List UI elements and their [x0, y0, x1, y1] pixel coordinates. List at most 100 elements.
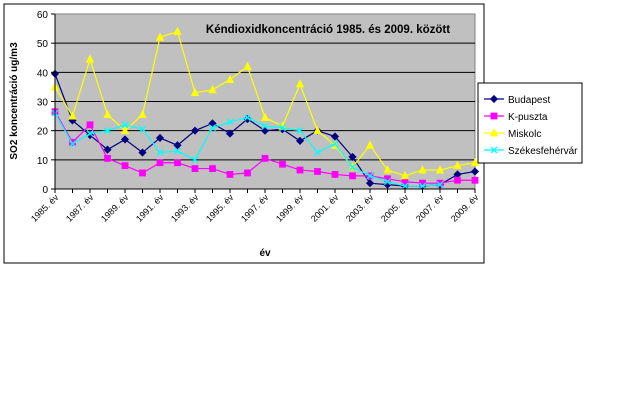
legend-label: Székesfehérvár [508, 146, 578, 157]
data-point-marker [349, 172, 356, 180]
data-point-marker [120, 125, 130, 135]
data-point-marker [330, 132, 340, 141]
y-tick-label: 50 [37, 39, 49, 50]
data-point-marker [173, 26, 182, 35]
data-point-marker [244, 114, 251, 122]
marker-stroke [331, 140, 339, 148]
data-point-marker [244, 169, 251, 177]
data-point-marker [138, 148, 147, 157]
data-point-marker [103, 145, 112, 154]
series-miskolc [50, 26, 480, 180]
chart-title: Kéndioxidkoncentráció 1985. és 2009. köz… [206, 24, 450, 36]
marker-stroke [69, 140, 76, 148]
data-point-marker [489, 128, 499, 137]
legend-entry-miskolc: Miskolc [484, 128, 541, 140]
marker-stroke [401, 182, 409, 190]
data-point-marker [279, 124, 286, 132]
marker-stroke [191, 156, 199, 164]
data-point-marker [454, 176, 461, 184]
data-point-marker [243, 61, 252, 70]
data-point-marker [174, 147, 181, 155]
data-point-marker [365, 140, 375, 149]
marker-stroke [226, 118, 234, 126]
data-point-marker [470, 167, 480, 176]
data-point-marker [313, 125, 322, 135]
data-point-marker [295, 79, 305, 88]
data-point-marker [225, 129, 235, 138]
marker-stroke [244, 114, 251, 122]
data-point-marker [331, 140, 339, 148]
data-point-marker [331, 171, 339, 178]
data-point-marker [139, 169, 146, 177]
y-tick-label: 40 [37, 68, 49, 79]
data-point-marker [401, 182, 409, 190]
data-point-marker [226, 171, 234, 178]
data-point-marker [156, 159, 164, 167]
data-point-marker [208, 84, 217, 94]
data-point-marker [190, 87, 200, 97]
data-point-marker [261, 122, 269, 130]
data-point-marker [419, 182, 426, 190]
data-point-marker [436, 179, 444, 187]
data-point-marker [191, 156, 199, 164]
data-point-marker [349, 163, 356, 171]
y-tick-label: 30 [37, 98, 49, 109]
marker-stroke [384, 178, 391, 186]
legend-entry-sz-kesfeh-rv-r: Székesfehérvár [484, 146, 578, 157]
data-point-marker [69, 140, 76, 148]
marker-stroke [261, 122, 269, 130]
marker-stroke [436, 181, 444, 189]
marker-stroke [139, 125, 146, 133]
data-point-marker [174, 159, 181, 167]
marker-stroke [174, 147, 181, 155]
data-point-marker [155, 133, 165, 143]
data-point-marker [104, 154, 111, 162]
y-axis-title: SO2 koncentráció ug/m3 [9, 42, 20, 160]
data-point-marker [400, 170, 410, 180]
data-point-marker [86, 121, 94, 129]
marker-stroke [314, 149, 321, 157]
data-point-marker [209, 124, 216, 132]
data-point-marker [418, 165, 427, 174]
data-point-marker [435, 165, 445, 174]
data-point-marker [86, 130, 94, 138]
data-point-marker [489, 94, 499, 104]
data-point-marker [68, 111, 77, 120]
data-point-marker [436, 181, 444, 189]
marker-stroke [104, 127, 111, 135]
data-point-marker [104, 127, 111, 135]
marker-stroke [296, 127, 304, 135]
marker-stroke [86, 130, 94, 138]
data-point-marker [490, 112, 498, 120]
x-axis-title: év [259, 248, 271, 259]
y-tick-label: 20 [37, 127, 49, 138]
data-point-marker [279, 160, 286, 168]
data-point-marker [121, 162, 129, 170]
y-tick-label: 0 [42, 185, 48, 196]
data-point-marker [139, 125, 146, 133]
legend-label: K-puszta [508, 112, 548, 123]
data-point-marker [383, 165, 392, 174]
legend-label: Miskolc [508, 129, 541, 140]
data-point-marker [296, 166, 304, 174]
data-point-marker [314, 168, 321, 175]
marker-stroke [279, 124, 286, 132]
marker-stroke [366, 172, 374, 180]
data-point-marker [490, 146, 498, 154]
data-point-marker [138, 109, 147, 119]
data-point-marker [365, 179, 375, 188]
data-point-marker [226, 118, 234, 126]
data-point-marker [348, 152, 357, 161]
marker-stroke [156, 149, 164, 157]
data-point-marker [121, 121, 129, 129]
legend-entry-budapest: Budapest [484, 94, 550, 106]
series-k-puszta [51, 108, 479, 187]
data-point-marker [261, 154, 269, 162]
y-tick-label: 60 [37, 10, 49, 21]
data-point-marker [470, 157, 480, 167]
data-point-marker [453, 160, 462, 170]
data-point-marker [384, 178, 391, 186]
data-point-marker [295, 136, 305, 145]
data-point-marker [156, 149, 164, 157]
